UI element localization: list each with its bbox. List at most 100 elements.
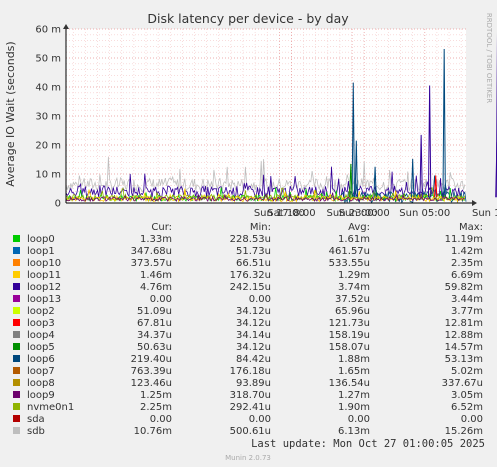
legend-value: 461.57u [329,246,370,257]
series-spike-loop3 [433,175,438,198]
legend-row-sda: sda 0.00 0.00 0.00 0.00 [13,414,483,425]
legend-value: 84.42u [236,354,271,365]
legend-column-header: Min: [250,222,271,233]
legend-row-loop2: loop2 51.09u 34.12u 65.96u 3.77m [13,306,483,317]
legend-value: 3.44m [451,294,483,305]
x-tick-label: Sun 23:00 [327,208,378,219]
x-tick-label: Sun 11:00 [472,208,497,219]
series-spike-loop6 [354,140,359,198]
legend-value: 121.73u [329,318,370,329]
legend-value: 3.05m [451,390,483,401]
legend-value: 0.00 [249,294,271,305]
legend-value: 6.69m [451,270,483,281]
legend-series-name: loop1 [27,246,55,257]
legend-value: 10.76m [134,426,172,437]
legend-value: 2.35m [451,258,483,269]
legend-value: 66.51u [236,258,271,269]
legend-value: 0.00 [150,414,172,425]
legend-swatch [13,343,20,350]
legend-value: 337.67u [442,378,483,389]
series-spike-loop12 [419,134,423,198]
chart-title: Disk latency per device - by day [147,11,349,26]
legend-value: 176.18u [230,366,271,377]
legend-series-name: loop4 [27,330,55,341]
legend-swatch [13,331,20,338]
legend-value: 37.52u [335,294,370,305]
legend-row-loop11: loop11 1.46m 176.32u 1.29m 6.69m [13,270,483,281]
legend-series-name: loop9 [27,390,55,401]
legend-value: 51.73u [236,246,271,257]
legend-value: 59.82m [445,282,483,293]
legend-value: 53.13m [445,354,483,365]
legend-value: 347.68u [131,246,172,257]
legend-value: 11.19m [445,234,483,245]
legend-value: 0.00 [461,414,483,425]
legend-swatch [13,427,20,434]
legend-value: 318.70u [230,390,271,401]
legend-value: 176.32u [230,270,271,281]
series-line-loop11 [65,188,466,203]
legend-swatch [13,379,20,386]
legend-swatch [13,235,20,242]
legend-swatch [13,367,20,374]
legend-value: 65.96u [335,306,370,317]
legend-value: 1.46m [140,270,172,281]
legend-column-header: Avg: [348,222,370,233]
legend-value: 50.63u [137,342,172,353]
legend-value: 34.12u [236,318,271,329]
legend-value: 763.39u [131,366,172,377]
x-tick-label: Sun 17:00 [254,208,305,219]
legend-row-loop10: loop10 373.57u 66.51u 533.55u 2.35m [13,258,483,269]
legend-value: 136.54u [329,378,370,389]
legend-swatch [13,307,20,314]
munin-version: Munin 2.0.73 [225,454,271,462]
legend-value: 12.81m [445,318,483,329]
legend-row-loop1: loop1 347.68u 51.73u 461.57u 1.42m [13,246,483,257]
legend-swatch [13,283,20,290]
legend-row-loop13: loop13 0.00 0.00 37.52u 3.44m [13,294,483,305]
legend-value: 5.02m [451,366,483,377]
series-spike-loop6 [442,49,446,198]
legend-series-name: loop10 [27,258,61,269]
legend-series-name: sda [27,414,45,425]
y-axis-label: Average IO Wait (seconds) [4,41,17,186]
legend-value: 500.61u [230,426,271,437]
legend-row-sdb: sdb 10.76m 500.61u 6.13m 15.26m [13,426,483,437]
legend-row-loop6: loop6 219.40u 84.42u 1.88m 53.13m [13,354,483,365]
y-tick-label: 20 m [35,141,61,152]
legend-value: 3.77m [451,306,483,317]
x-tick-label: Sun 05:00 [399,208,450,219]
legend-value: 6.52m [451,402,483,413]
legend-value: 12.88m [445,330,483,341]
y-tick-label: 30 m [35,112,61,123]
legend-series-name: loop0 [27,234,55,245]
series-spike-loop6 [410,158,415,198]
legend-row-loop8: loop8 123.46u 93.89u 136.54u 337.67u [13,378,483,389]
y-tick-label: 10 m [35,170,61,181]
legend-swatch [13,415,20,422]
series-spike-loop5 [349,163,353,198]
legend-series-name: loop12 [27,282,61,293]
legend-value: 34.37u [137,330,172,341]
legend-row-loop5: loop5 50.63u 34.12u 158.07u 14.57m [13,342,483,353]
legend-value: 1.29m [338,270,370,281]
legend-row-loop9: loop9 1.25m 318.70u 1.27m 3.05m [13,390,483,401]
legend-value: 15.26m [445,426,483,437]
legend-row-loop12: loop12 4.76m 242.15u 3.74m 59.82m [13,282,483,293]
legend-value: 93.89u [236,378,271,389]
legend-series-name: loop11 [27,270,61,281]
legend-value: 533.55u [329,258,370,269]
series-spike-loop6 [373,166,377,198]
series-spike-loop12 [427,85,432,198]
legend-value: 14.57m [445,342,483,353]
legend-series-name: loop6 [27,354,55,365]
legend-value: 242.15u [230,282,271,293]
legend-row-loop4: loop4 34.37u 34.14u 158.19u 12.88m [13,330,483,341]
y-tick-label: 40 m [35,83,61,94]
legend-swatch [13,319,20,326]
series-line-sdb [65,156,466,193]
legend-column-header: Cur: [151,222,172,233]
legend-value: 0.00 [249,414,271,425]
legend-row-loop0: loop0 1.33m 228.53u 1.61m 11.19m [13,234,483,245]
